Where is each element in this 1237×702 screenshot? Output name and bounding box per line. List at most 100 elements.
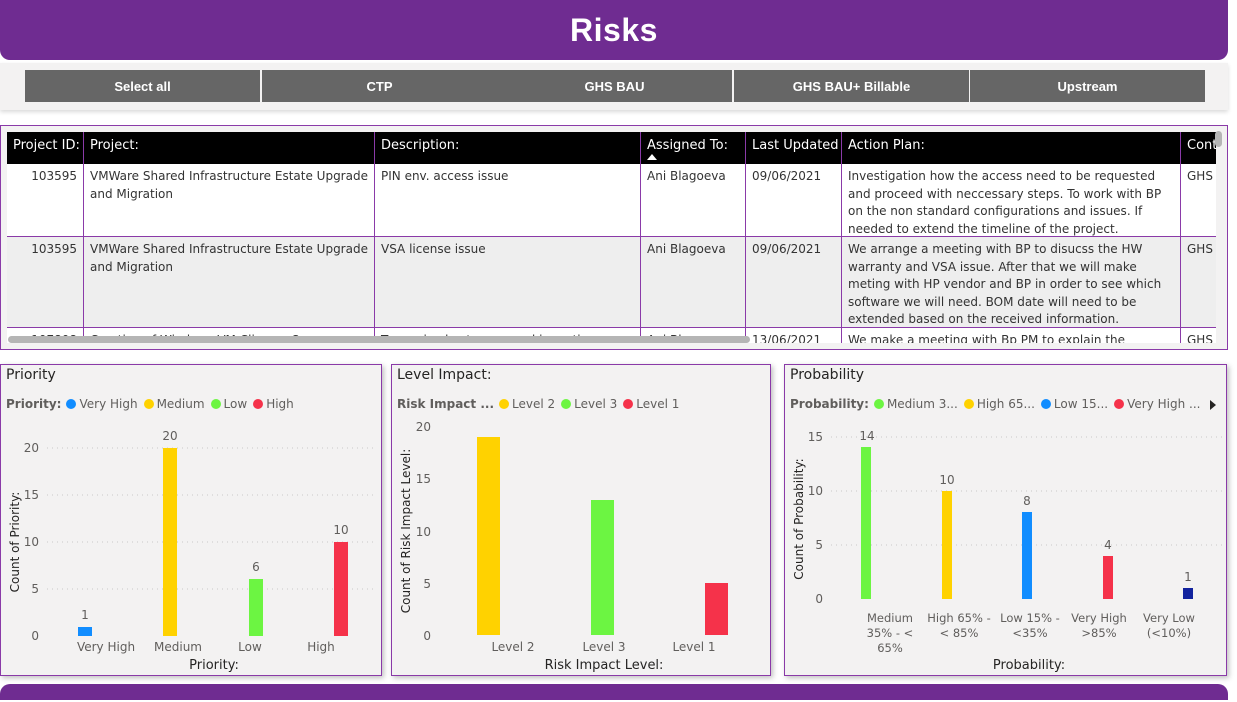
legend-item-high[interactable]: High 65... — [963, 397, 1035, 411]
bar[interactable] — [705, 583, 728, 635]
legend-label: Very High — [79, 397, 138, 411]
chart-legend: Priority: Very High Medium Low High — [6, 396, 300, 412]
legend-item-very-high[interactable]: Very High — [66, 397, 138, 411]
cell-project: VMWare Shared Infrastructure Estate Upgr… — [84, 237, 375, 327]
page-title: Risks — [570, 11, 658, 48]
bar[interactable] — [942, 491, 952, 599]
chart-legend: Probability: Medium 3... High 65... Low … — [790, 396, 1206, 412]
y-tick-label: 10 — [416, 525, 431, 539]
y-tick-label: 10 — [24, 535, 39, 549]
sort-ascending-icon — [647, 154, 657, 160]
risks-table-card: Project ID: Project: Description: Assign… — [0, 125, 1228, 350]
y-axis-title: Count of Priority: — [8, 492, 22, 593]
bar[interactable] — [861, 447, 871, 599]
cell-assigned-to: Ani Blagoeva — [641, 164, 746, 236]
cell-action-plan: Investigation how the access need to be … — [842, 164, 1181, 236]
legend-dot-icon — [499, 399, 510, 409]
x-tick-label: Very High — [77, 640, 135, 654]
priority-bar-chart: 20 15 10 5 0 1 20 6 10 Very High Medium … — [8, 429, 376, 673]
legend-label: Low — [223, 397, 248, 411]
legend-title: Priority: — [6, 397, 62, 411]
x-tick-label: Level 2 — [491, 640, 534, 654]
y-axis-title: Count of Risk Impact Level: — [399, 449, 413, 614]
column-header-action-plan[interactable]: Action Plan: — [842, 132, 1181, 164]
legend-item-medium[interactable]: Medium — [143, 397, 205, 411]
legend-label: High — [266, 397, 294, 411]
cell-description: VSA license issue — [375, 237, 641, 327]
legend-item-low[interactable]: Low — [210, 397, 248, 411]
legend-label: Level 1 — [636, 397, 680, 411]
bar[interactable] — [1183, 588, 1193, 599]
table-horizontal-scrollbar[interactable] — [8, 336, 750, 343]
data-label: 10 — [333, 523, 348, 537]
legend-item-level-3[interactable]: Level 3 — [561, 397, 617, 411]
legend-item-very-high[interactable]: Very High ... — [1114, 397, 1200, 411]
bar[interactable] — [591, 500, 614, 635]
y-tick-label: 0 — [423, 629, 431, 643]
x-tick-label-wrapper: Very Low (<10%) — [1143, 611, 1195, 640]
legend-dot-icon — [873, 399, 884, 409]
legend-dot-icon — [963, 399, 974, 409]
column-header-assigned-to[interactable]: Assigned To: — [641, 132, 746, 164]
y-tick-label: 15 — [808, 430, 823, 444]
bar[interactable] — [334, 542, 348, 636]
table-header: Project ID: Project: Description: Assign… — [7, 132, 1216, 164]
data-label: 6 — [252, 560, 260, 574]
legend-item-high[interactable]: High — [253, 397, 294, 411]
legend-item-low[interactable]: Low 15... — [1040, 397, 1109, 411]
legend-item-level-2[interactable]: Level 2 — [499, 397, 555, 411]
column-header-last-updated[interactable]: Last Updated — [746, 132, 842, 164]
cell-project-id: 103595 — [7, 164, 84, 236]
column-header-description[interactable]: Description: — [375, 132, 641, 164]
grid-lines — [47, 447, 376, 590]
legend-dot-icon — [623, 399, 634, 409]
y-tick-label: 0 — [815, 592, 823, 606]
legend-dot-icon — [210, 399, 221, 409]
legend-next-arrow-icon[interactable] — [1210, 400, 1216, 410]
table-row[interactable]: 103595 VMWare Shared Infrastructure Esta… — [7, 164, 1216, 237]
slicer-button-ghs-bau-billable[interactable]: GHS BAU+ Billable — [734, 70, 969, 102]
cell-last-updated: 09/06/2021 — [746, 164, 842, 236]
column-header-project[interactable]: Project: — [84, 132, 375, 164]
cell-description: PIN env. access issue — [375, 164, 641, 236]
slicer-button-upstream[interactable]: Upstream — [970, 70, 1205, 102]
y-tick-label: 15 — [416, 472, 431, 486]
x-tick-label-wrapper: High 65% - < 85% — [927, 611, 991, 640]
slicer-button-select-all[interactable]: Select all — [25, 70, 260, 102]
x-tick-label: Level 1 — [672, 640, 715, 654]
bar[interactable] — [163, 448, 177, 636]
legend-label: Medium — [156, 397, 205, 411]
x-tick-label: Very High >85% — [1071, 611, 1127, 640]
slicer-button-ctp[interactable]: CTP — [262, 70, 497, 102]
legend-item-medium[interactable]: Medium 3... — [873, 397, 958, 411]
legend-item-level-1[interactable]: Level 1 — [623, 397, 679, 411]
y-axis-title: Count of Probability: — [792, 458, 806, 579]
y-tick-label: 5 — [31, 582, 39, 596]
legend-label: High 65... — [976, 397, 1035, 411]
project-slicer: Select all CTP GHS BAU GHS BAU+ Billable… — [0, 63, 1228, 110]
bar[interactable] — [477, 437, 500, 635]
risks-table[interactable]: Project ID: Project: Description: Assign… — [7, 132, 1216, 343]
column-header-cont[interactable]: Cont — [1181, 132, 1216, 164]
column-header-project-id[interactable]: Project ID: — [7, 132, 84, 164]
table-row[interactable]: 103595 VMWare Shared Infrastructure Esta… — [7, 237, 1216, 328]
slicer-button-ghs-bau[interactable]: GHS BAU — [497, 70, 732, 102]
x-tick-label: Low — [238, 640, 262, 654]
bar[interactable] — [78, 627, 92, 636]
legend-label: Low 15... — [1053, 397, 1109, 411]
cell-project-id: 103595 — [7, 237, 84, 327]
bar[interactable] — [1103, 556, 1113, 599]
legend-label: Level 2 — [512, 397, 556, 411]
bar[interactable] — [249, 579, 263, 636]
table-vertical-scrollbar[interactable] — [1215, 131, 1222, 147]
cell-project: VMWare Shared Infrastructure Estate Upgr… — [84, 164, 375, 236]
x-tick-label: High 65% - < 85% — [927, 611, 991, 640]
data-label: 10 — [939, 473, 954, 487]
level-impact-bar-chart: 20 15 10 5 0 Level 2 Level 3 Level 1 Ris… — [399, 420, 728, 673]
cell-assigned-to: Ani Blagoeva — [641, 237, 746, 327]
y-tick-label: 5 — [815, 538, 823, 552]
bar[interactable] — [1022, 512, 1032, 599]
y-tick-label: 20 — [416, 420, 431, 434]
x-axis-title: Risk Impact Level: — [545, 658, 664, 673]
